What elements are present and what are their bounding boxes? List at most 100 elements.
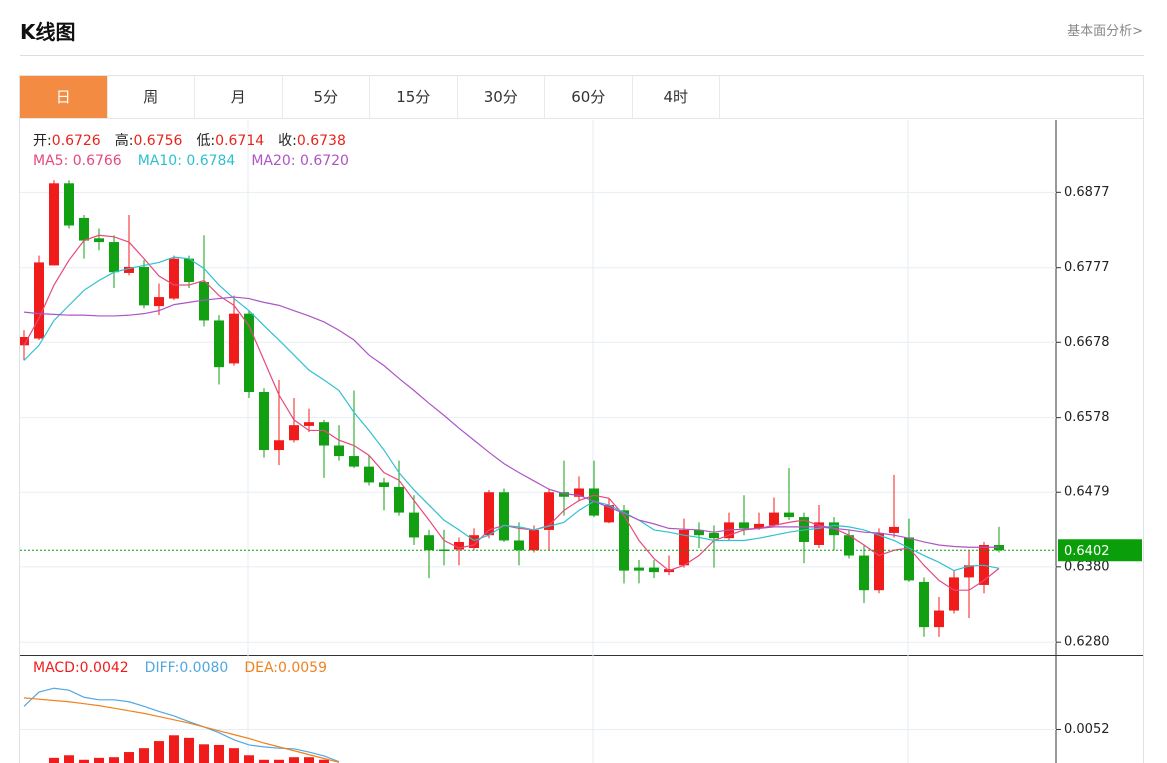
period-tab[interactable]: 日 [20,76,108,118]
y-tick-label: 0.6678 [1064,335,1110,350]
candle-body [919,581,929,628]
macd-bar [64,755,74,763]
y-tick-label: 0.6280 [1064,635,1110,650]
macd-bar [139,748,149,763]
candle-body [244,313,254,393]
candle-body [739,522,749,529]
period-tab[interactable]: 15分 [370,76,458,118]
candle-body [334,445,344,457]
period-tab[interactable]: 5分 [283,76,370,118]
candle-body [604,505,614,523]
candle-body [889,526,899,533]
macd-legend-entry: MACD:0.0042 [33,660,129,676]
candle-body [859,555,869,591]
period-tab[interactable]: 4时 [633,76,720,118]
macd-bar [184,737,194,763]
info-label: 低: [196,133,216,149]
info-label: 收: [278,133,297,149]
candle-body [754,523,764,529]
macd-bar [49,757,59,763]
info-value: 0.6738 [296,133,346,149]
candle-body [94,238,104,243]
candle-body [199,282,209,321]
page-title: K线图 [20,20,76,44]
candle-body [169,258,179,299]
info-value: 0.6726 [51,133,101,149]
macd-bar [199,744,209,763]
y-tick-label: 0.6479 [1064,485,1110,500]
candle-body [454,541,464,550]
candle-body [109,242,119,273]
candles [20,180,1004,637]
candle-body [964,565,974,578]
info-label: 开: [33,133,52,149]
candle-body [484,492,494,536]
candle-body [274,440,284,451]
ma-line [23,234,1000,591]
macd-bar [154,741,164,763]
candle-body [874,532,884,591]
macd-marks [23,687,340,763]
ma-line [23,256,1000,572]
candle-body [769,512,779,526]
macd-legend-entry: DIFF:0.0080 [144,660,229,676]
macd-legend-entry: DEA:0.0059 [244,660,327,676]
period-tab[interactable]: 60分 [545,76,633,118]
candle-body [229,313,239,364]
y-tick-label: 0.6777 [1064,260,1110,275]
current-price-box [1058,539,1142,562]
ma-line [23,296,999,548]
candle-body [709,532,719,539]
macd-bar [124,752,134,763]
candle-body [844,535,854,556]
candle-body [634,567,644,571]
info-value: 0.6714 [215,133,265,149]
tab-divider [20,118,1143,119]
ma-legend-entry: MA10: 0.6784 [137,153,236,169]
period-tab[interactable]: 30分 [458,76,545,118]
macd-bar [319,759,329,763]
candle-body [424,535,434,551]
candle-body [394,486,404,513]
macd-bar [274,759,284,763]
fundamental-link[interactable]: 基本面分析> [1067,24,1143,39]
macd-bar [229,748,239,763]
candle-body [934,610,944,628]
macd-bar [304,757,314,763]
chart-frame [19,75,1144,763]
candle-body [559,492,569,497]
ohlc-info: 开:0.6726 高:0.6756 低:0.6714 收:0.6738 [33,130,346,150]
candle-body [949,577,959,611]
candle-body [814,522,824,545]
candle-body [904,537,914,581]
candle-body [214,320,224,368]
period-tab[interactable]: 月 [195,76,283,118]
candle-body [589,488,599,516]
y-tick-label: 0.0052 [1064,722,1110,737]
candle-body [319,422,329,446]
y-tick-label: 0.6877 [1064,185,1110,200]
candle-body [64,183,74,226]
macd-line [23,697,340,763]
divider [20,55,1144,56]
candle-body [259,392,269,451]
candle-body [514,540,524,551]
candle-body [574,488,584,497]
candle-body [619,510,629,571]
candle-body [154,297,164,307]
period-tab[interactable]: 周 [108,76,195,118]
candle-body [499,492,509,541]
candle-body [694,529,704,536]
candle-body [529,529,539,551]
candle-body [34,262,44,339]
info-label: 高: [114,133,134,149]
candle-body [784,512,794,518]
candle-body [184,258,194,283]
macd-bar [169,735,179,763]
candle-body [649,567,659,573]
candle-body [544,492,554,530]
candle-body [364,466,374,483]
period-tabs: 日周月 5分 15分 30分 60分 4时 [20,76,720,119]
ma-legend-entry: MA20: 0.6720 [251,153,349,169]
